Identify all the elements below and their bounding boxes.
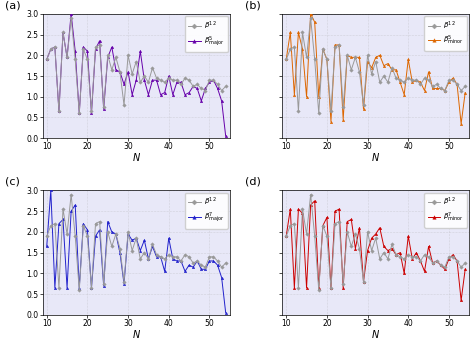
X-axis label: $N$: $N$: [371, 152, 380, 163]
Text: (c): (c): [5, 177, 20, 187]
Text: (d): (d): [245, 177, 261, 187]
X-axis label: $N$: $N$: [132, 152, 141, 163]
Legend: $\beta^{12}$, $\beta^5_{\rm major}$: $\beta^{12}$, $\beta^5_{\rm major}$: [185, 16, 228, 52]
Legend: $\beta^{12}$, $\beta^5_{\rm minor}$: $\beta^{12}$, $\beta^5_{\rm minor}$: [424, 16, 467, 51]
Legend: $\beta^{12}$, $\beta^7_{\rm major}$: $\beta^{12}$, $\beta^7_{\rm major}$: [185, 193, 228, 229]
Legend: $\beta^{12}$, $\beta^7_{\rm minor}$: $\beta^{12}$, $\beta^7_{\rm minor}$: [424, 193, 467, 228]
X-axis label: $N$: $N$: [371, 328, 380, 340]
Text: (a): (a): [5, 0, 21, 10]
Text: (b): (b): [245, 0, 261, 10]
X-axis label: $N$: $N$: [132, 328, 141, 340]
